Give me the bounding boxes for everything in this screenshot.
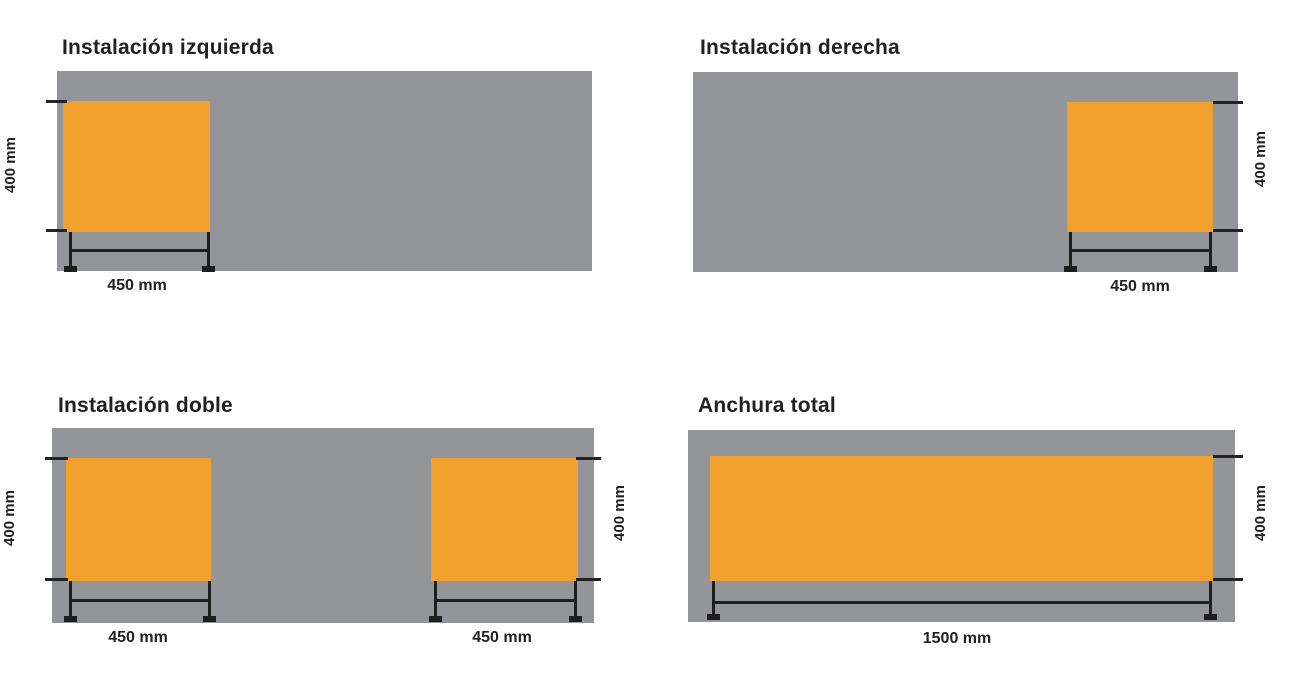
width-dimension-foot-right	[1204, 266, 1217, 272]
height-dimension-tick-top-left	[45, 457, 68, 460]
width-dimension-label: 450 mm	[107, 277, 167, 294]
width-dimension-foot-b1	[429, 616, 442, 622]
width-dimension-label-right: 450 mm	[472, 629, 532, 646]
width-dimension-left-line	[712, 581, 715, 616]
height-dimension-tick-bottom-left	[45, 578, 68, 581]
height-dimension-label: 400 mm	[2, 137, 19, 193]
width-dimension-foot-left	[64, 266, 77, 272]
width-dimension-foot-left	[707, 614, 720, 620]
module-rect	[1067, 102, 1213, 232]
panel-bottom-left: Instalación doble 400 mm 400 mm 450 mm 4…	[0, 340, 650, 700]
height-dimension-tick-top	[1213, 455, 1243, 458]
width-dimension-foot-a2	[203, 616, 216, 622]
width-dimension-foot-b2	[569, 616, 582, 622]
height-dimension-tick-top	[46, 100, 67, 103]
height-dimension-tick-bottom	[1213, 229, 1243, 232]
width-dimension-right-line	[1209, 581, 1212, 616]
width-dimension-label: 1500 mm	[922, 630, 992, 647]
panel-title: Instalación doble	[58, 394, 233, 417]
module-rect-left	[66, 458, 211, 581]
height-dimension-tick-top-right	[576, 457, 601, 460]
height-dimension-label: 400 mm	[1252, 485, 1269, 541]
height-dimension-tick-bottom	[1213, 578, 1243, 581]
width-dimension-foot-a1	[64, 616, 77, 622]
width-dimension-foot-right	[1204, 614, 1217, 620]
panel-title: Anchura total	[698, 394, 836, 417]
height-dimension-label: 400 mm	[1252, 131, 1269, 187]
width-dimension-crossbar	[69, 249, 210, 252]
height-dimension-label-right: 400 mm	[611, 485, 628, 541]
panel-title: Instalación derecha	[700, 36, 900, 59]
width-dimension-crossbar-b	[434, 599, 577, 602]
panel-top-right: Instalación derecha 400 mm 450 mm	[650, 0, 1300, 340]
module-rect	[710, 456, 1213, 581]
width-dimension-foot-right	[202, 266, 215, 272]
height-dimension-tick-bottom-right	[576, 578, 601, 581]
panel-top-left: Instalación izquierda 400 mm 450 mm	[0, 0, 650, 340]
panel-bottom-right: Anchura total 400 mm 1500 mm	[650, 340, 1300, 700]
width-dimension-foot-left	[1064, 266, 1077, 272]
width-dimension-crossbar	[1069, 249, 1212, 252]
width-dimension-crossbar-a	[69, 599, 211, 602]
width-dimension-crossbar	[712, 601, 1212, 604]
width-dimension-label: 450 mm	[1110, 278, 1170, 295]
height-dimension-label-left: 400 mm	[1, 490, 18, 546]
height-dimension-tick-top	[1213, 101, 1243, 104]
module-rect-right	[431, 458, 578, 581]
height-dimension-tick-bottom	[46, 229, 67, 232]
panel-title: Instalación izquierda	[62, 36, 274, 59]
width-dimension-label-left: 450 mm	[108, 629, 168, 646]
module-rect	[63, 101, 210, 232]
